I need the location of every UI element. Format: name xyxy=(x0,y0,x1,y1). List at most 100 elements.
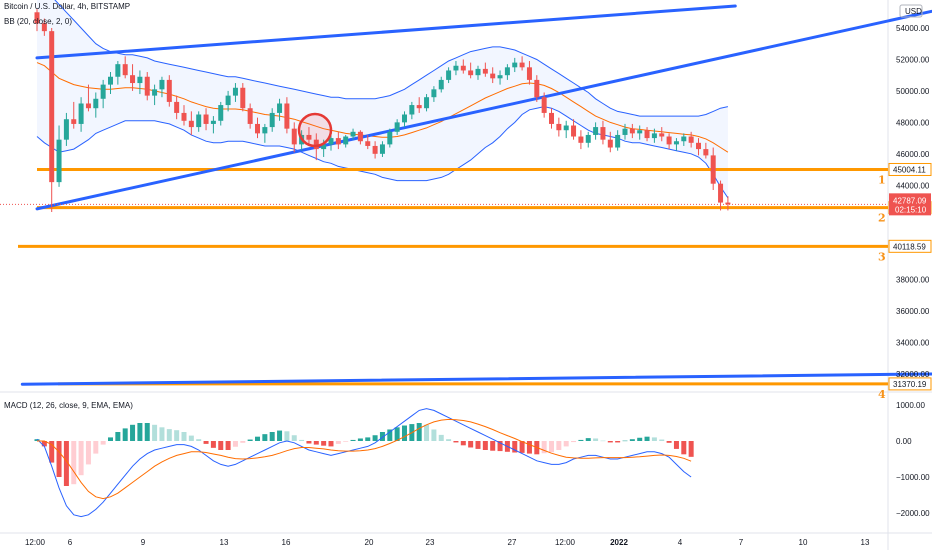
macd-histogram-bar xyxy=(446,439,452,441)
candle-body xyxy=(593,127,599,135)
macd-histogram-bar xyxy=(210,441,216,448)
time-tick-label: 12:00 xyxy=(25,538,46,547)
macd-histogram-bar xyxy=(365,437,371,441)
macd-histogram-bar xyxy=(137,423,143,441)
level-number: 2 xyxy=(878,212,886,225)
candle-body xyxy=(468,70,474,76)
candle-body xyxy=(78,103,84,124)
time-tick-label: 27 xyxy=(508,538,517,547)
candle-body xyxy=(438,79,444,90)
macd-histogram-bar xyxy=(71,441,77,485)
candle-body xyxy=(262,127,268,134)
candle-body xyxy=(130,75,136,84)
macd-tick-label: 1000.00 xyxy=(896,401,925,410)
candle-body xyxy=(277,103,283,113)
bb-upper-line xyxy=(54,0,729,117)
macd-histogram-bar xyxy=(63,441,69,486)
candle-body xyxy=(710,155,716,184)
candle-body xyxy=(482,68,488,74)
macd-histogram-bar xyxy=(453,441,459,443)
candle-body xyxy=(541,97,547,113)
price-tick-label: 52000.00 xyxy=(896,55,930,64)
macd-histogram-bar xyxy=(49,441,55,463)
candle-body xyxy=(56,139,62,183)
candle-body xyxy=(357,131,363,142)
candle-body xyxy=(549,112,554,124)
macd-histogram-bar xyxy=(490,441,496,451)
candle-body xyxy=(629,128,635,134)
macd-histogram-bar xyxy=(644,436,650,441)
macd-histogram-bar xyxy=(482,441,488,450)
candle-body xyxy=(247,108,253,124)
macd-histogram-bar xyxy=(607,441,613,443)
candle-body xyxy=(232,87,238,96)
macd-histogram-bar xyxy=(56,441,62,477)
candle-body xyxy=(291,128,297,145)
currency-label: USD xyxy=(905,7,922,16)
candle-body xyxy=(504,67,510,76)
macd-histogram-bar xyxy=(431,429,437,441)
macd-histogram-bar xyxy=(357,438,363,441)
macd-histogram-bar xyxy=(563,441,569,447)
macd-histogram-bar xyxy=(240,441,246,443)
macd-histogram-bar xyxy=(122,428,128,441)
macd-histogram-bar xyxy=(321,441,327,446)
candle-body xyxy=(637,130,643,134)
macd-histogram-bar xyxy=(196,439,202,441)
bb-indicator-label[interactable]: BB (20, close, 2, 0) xyxy=(4,17,73,26)
candle-body xyxy=(394,122,400,132)
candle-body xyxy=(159,79,165,90)
candle-body xyxy=(622,128,628,135)
price-tick-label: 46000.00 xyxy=(896,150,930,159)
candle-body xyxy=(350,131,356,137)
time-tick-label: 20 xyxy=(365,538,374,547)
time-tick-label: 7 xyxy=(739,538,744,547)
candle-body xyxy=(372,145,378,154)
macd-histogram-bar xyxy=(335,441,341,444)
candle-body xyxy=(460,65,466,71)
candle-body xyxy=(71,119,77,124)
candle-body xyxy=(475,68,481,76)
macd-histogram-bar xyxy=(269,432,275,441)
candle-body xyxy=(600,127,606,140)
macd-histogram-bar xyxy=(85,441,91,465)
candle-body xyxy=(534,79,540,98)
candle-body xyxy=(41,23,47,32)
macd-histogram-bar xyxy=(159,427,165,441)
level-price-label: 45004.11 xyxy=(893,165,926,174)
candle-body xyxy=(218,105,224,121)
candle-body xyxy=(196,114,202,128)
candle-body xyxy=(108,76,113,85)
candle-body xyxy=(328,138,334,145)
macd-histogram-bar xyxy=(673,441,679,449)
macd-histogram-bar xyxy=(526,441,532,454)
candle-body xyxy=(63,119,69,140)
candle-body xyxy=(137,76,143,84)
macd-histogram-bar xyxy=(622,440,628,442)
macd-histogram-bar xyxy=(34,439,40,441)
macd-histogram-bar xyxy=(416,423,422,441)
candle-body xyxy=(85,103,91,109)
macd-histogram-bar xyxy=(541,441,547,454)
macd-histogram-bar xyxy=(497,441,503,452)
macd-indicator-label[interactable]: MACD (12, 26, close, 9, EMA, EMA) xyxy=(4,401,133,410)
time-tick-label: 13 xyxy=(220,538,229,547)
macd-histogram-bar xyxy=(100,441,106,445)
candle-body xyxy=(306,134,312,140)
price-tick-label: 48000.00 xyxy=(896,118,930,127)
candle-body xyxy=(615,134,621,148)
level-number: 1 xyxy=(878,173,886,186)
macd-tick-label: −2000.00 xyxy=(896,509,930,518)
candle-body xyxy=(424,97,430,109)
candle-body xyxy=(519,62,525,68)
macd-histogram-bar xyxy=(585,438,591,441)
level-price-label: 40118.59 xyxy=(893,242,926,251)
candle-body xyxy=(585,134,591,143)
macd-histogram-bar xyxy=(666,441,672,443)
candle-body xyxy=(343,136,349,145)
candle-body xyxy=(446,70,452,80)
candle-body xyxy=(174,101,180,113)
level-price-tag xyxy=(888,377,932,391)
candle-body xyxy=(255,123,260,134)
